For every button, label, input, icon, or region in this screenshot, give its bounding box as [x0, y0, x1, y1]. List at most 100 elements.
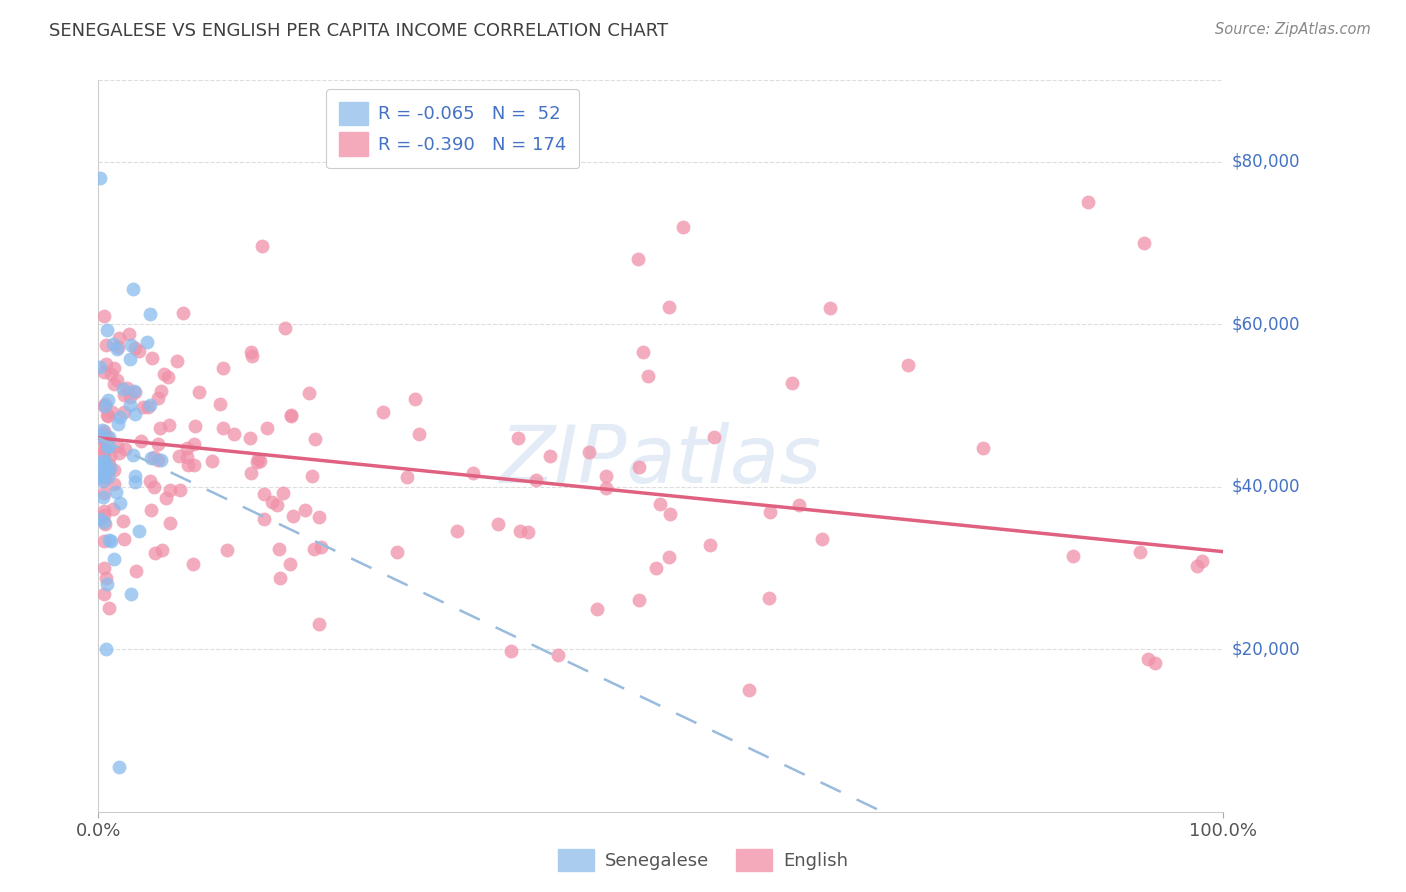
- Point: [659, 508, 682, 522]
- Point: [93, 560, 115, 574]
- Point: [250, 239, 273, 253]
- Point: [90, 423, 112, 437]
- Point: [269, 571, 291, 585]
- Point: [239, 431, 262, 445]
- Point: [256, 420, 278, 434]
- Point: [93, 433, 115, 447]
- Point: [658, 300, 681, 314]
- Point: [96, 430, 118, 444]
- Point: [120, 586, 142, 600]
- Point: [94, 397, 117, 411]
- Point: [253, 512, 276, 526]
- Point: [648, 497, 671, 511]
- Point: [135, 335, 157, 350]
- Point: [1185, 559, 1208, 574]
- Point: [1137, 651, 1160, 665]
- Point: [658, 550, 681, 565]
- Point: [311, 540, 333, 554]
- Point: [156, 370, 179, 384]
- Point: [93, 473, 115, 487]
- Point: [122, 282, 145, 296]
- Point: [547, 648, 569, 663]
- Point: [96, 577, 118, 591]
- Point: [101, 405, 124, 419]
- Point: [128, 344, 150, 359]
- Point: [93, 448, 115, 462]
- Point: [96, 642, 118, 657]
- Point: [308, 510, 330, 524]
- Point: [408, 427, 430, 442]
- Point: [298, 385, 321, 400]
- Point: [509, 524, 531, 539]
- Point: [136, 400, 159, 414]
- Text: Source: ZipAtlas.com: Source: ZipAtlas.com: [1215, 22, 1371, 37]
- Point: [266, 498, 288, 512]
- Point: [267, 541, 290, 556]
- Point: [628, 460, 651, 475]
- Point: [157, 417, 180, 432]
- Point: [103, 337, 125, 351]
- Point: [524, 473, 547, 487]
- Point: [595, 481, 617, 495]
- Point: [114, 442, 136, 456]
- Point: [246, 452, 269, 467]
- Point: [187, 385, 209, 400]
- Point: [139, 475, 162, 489]
- Point: [91, 457, 114, 471]
- Point: [139, 503, 162, 517]
- Point: [301, 469, 323, 483]
- Point: [1062, 549, 1084, 564]
- Point: [117, 327, 139, 342]
- Point: [93, 470, 115, 484]
- Point: [146, 453, 169, 467]
- Point: [97, 430, 120, 444]
- Point: [595, 469, 617, 483]
- Point: [98, 458, 121, 472]
- Point: [103, 552, 125, 566]
- Point: [280, 409, 302, 423]
- Point: [93, 365, 115, 379]
- Point: [249, 453, 271, 467]
- Point: [811, 532, 834, 546]
- Point: [176, 442, 198, 456]
- Point: [122, 384, 145, 398]
- Point: [107, 446, 129, 460]
- Point: [672, 219, 695, 234]
- Point: [274, 320, 297, 334]
- Point: [132, 400, 155, 414]
- Text: SENEGALESE VS ENGLISH PER CAPITA INCOME CORRELATION CHART: SENEGALESE VS ENGLISH PER CAPITA INCOME …: [49, 22, 668, 40]
- Point: [107, 340, 129, 354]
- Point: [108, 331, 131, 345]
- Point: [222, 426, 245, 441]
- Point: [149, 452, 172, 467]
- Point: [585, 601, 607, 615]
- Point: [208, 397, 231, 411]
- Point: [699, 538, 721, 552]
- Point: [105, 439, 128, 453]
- Point: [631, 345, 654, 359]
- Point: [103, 502, 125, 516]
- Point: [501, 644, 523, 658]
- Point: [645, 560, 668, 574]
- Point: [177, 458, 200, 473]
- Point: [89, 512, 111, 526]
- Point: [1191, 554, 1213, 568]
- Legend: R = -0.065   N =  52, R = -0.390   N = 174: R = -0.065 N = 52, R = -0.390 N = 174: [326, 89, 579, 169]
- Point: [94, 454, 117, 468]
- Point: [96, 408, 118, 422]
- Point: [96, 463, 118, 477]
- Point: [627, 252, 650, 266]
- Point: [1133, 235, 1156, 250]
- Point: [103, 476, 125, 491]
- Point: [155, 491, 177, 505]
- Point: [146, 436, 169, 450]
- Point: [98, 600, 121, 615]
- Point: [166, 353, 188, 368]
- Point: [139, 398, 162, 412]
- Point: [461, 466, 484, 480]
- Point: [1077, 195, 1099, 210]
- Point: [120, 398, 142, 412]
- Point: [506, 430, 529, 444]
- Text: $80,000: $80,000: [1232, 153, 1301, 170]
- Point: [183, 436, 205, 450]
